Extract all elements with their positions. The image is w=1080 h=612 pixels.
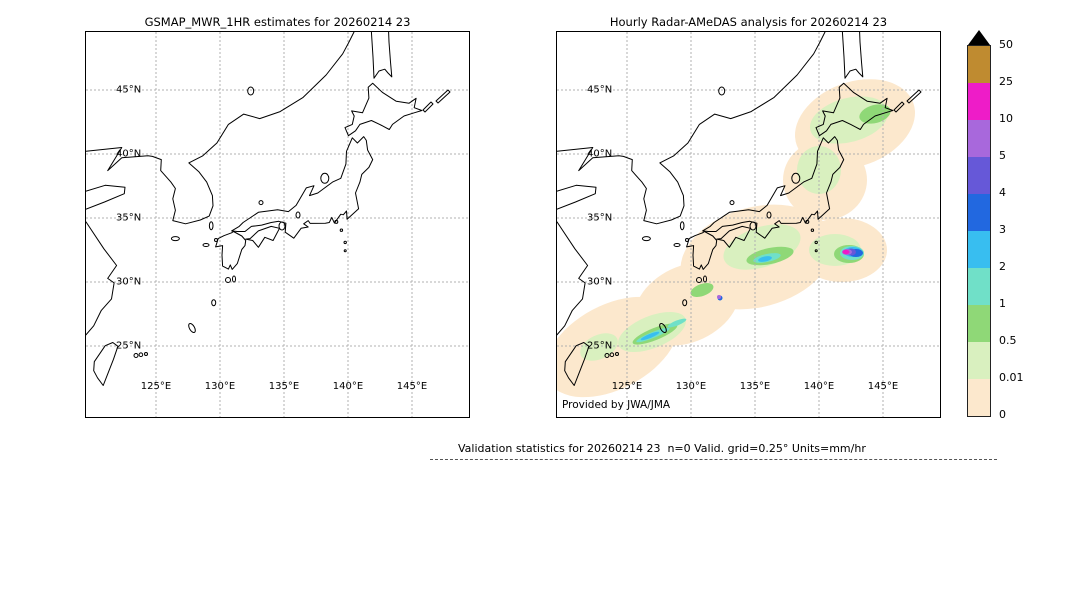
japan-coastline	[86, 32, 451, 386]
colorbar-overflow-triangle	[968, 30, 990, 45]
colorbar-tick-label: 0	[999, 408, 1006, 421]
precipitation-shading	[557, 79, 916, 398]
colorbar-segment	[968, 305, 990, 342]
colorbar-tick-label: 1	[999, 297, 1006, 310]
colorbar-tick-label: 0.5	[999, 334, 1017, 347]
colorbar-tick-label: 25	[999, 75, 1013, 88]
data-provider-credit: Provided by JWA/JMA	[562, 399, 671, 411]
lon-tick-label: 140°E	[332, 381, 364, 392]
footer-dashed-divider	[430, 459, 997, 460]
radar-panel-title: Hourly Radar-AMeDAS analysis for 2026021…	[609, 15, 888, 29]
colorbar-segment	[968, 46, 990, 83]
lon-tick-label: 135°E	[268, 381, 300, 392]
lon-tick-label: 130°E	[204, 381, 236, 392]
gsmap-map-panel: GSMAP_MWR_1HR estimates for 20260214 23	[85, 15, 470, 418]
gridlines	[86, 32, 469, 417]
radar-amedas-map-panel: Hourly Radar-AMeDAS analysis for 2026021…	[556, 15, 941, 418]
colorbar-tick-label: 0.01	[999, 371, 1024, 384]
lon-tick-label: 145°E	[867, 381, 899, 392]
colorbar-segment	[968, 231, 990, 268]
lon-tick-label: 135°E	[739, 381, 771, 392]
lat-tick-label: 35°N	[116, 212, 142, 224]
lon-tick-label: 140°E	[803, 381, 835, 392]
lon-tick-label: 130°E	[675, 381, 707, 392]
lon-tick-label: 125°E	[140, 381, 172, 392]
lat-tick-label: 45°N	[116, 84, 142, 96]
colorbar-tick-label: 50	[999, 38, 1013, 51]
precipitation-colorbar: 50 25 10 5 4 3 2 1 0.5 0.01 0	[967, 30, 1047, 430]
colorbar-segment	[968, 379, 990, 416]
colorbar-segment	[968, 194, 990, 231]
lat-tick-label: 25°N	[587, 340, 613, 352]
lat-tick-label: 35°N	[587, 212, 613, 224]
colorbar-tick-label: 3	[999, 223, 1006, 236]
colorbar-segment	[968, 342, 990, 379]
lon-tick-label: 145°E	[396, 381, 428, 392]
lat-tick-label: 40°N	[587, 148, 613, 160]
colorbar-bar	[967, 45, 991, 417]
lat-tick-label: 30°N	[587, 276, 613, 288]
validation-statistics-caption: Validation statistics for 20260214 23 n=…	[458, 442, 866, 455]
gsmap-panel-title: GSMAP_MWR_1HR estimates for 20260214 23	[144, 15, 411, 29]
lat-tick-label: 40°N	[116, 148, 142, 160]
precip-level-magenta	[842, 249, 850, 255]
lon-tick-label: 125°E	[611, 381, 643, 392]
colorbar-tick-label: 5	[999, 149, 1006, 162]
colorbar-segment	[968, 120, 990, 157]
radar-map-layer	[557, 32, 940, 417]
colorbar-segment	[968, 157, 990, 194]
gsmap-map-layer	[86, 32, 469, 417]
colorbar-tick-label: 2	[999, 260, 1006, 273]
colorbar-tick-label: 4	[999, 186, 1006, 199]
lat-tick-label: 45°N	[587, 84, 613, 96]
lat-tick-label: 30°N	[116, 276, 142, 288]
colorbar-tick-label: 10	[999, 112, 1013, 125]
colorbar-segment	[968, 83, 990, 120]
colorbar-segment	[968, 268, 990, 305]
lat-tick-label: 25°N	[116, 340, 142, 352]
